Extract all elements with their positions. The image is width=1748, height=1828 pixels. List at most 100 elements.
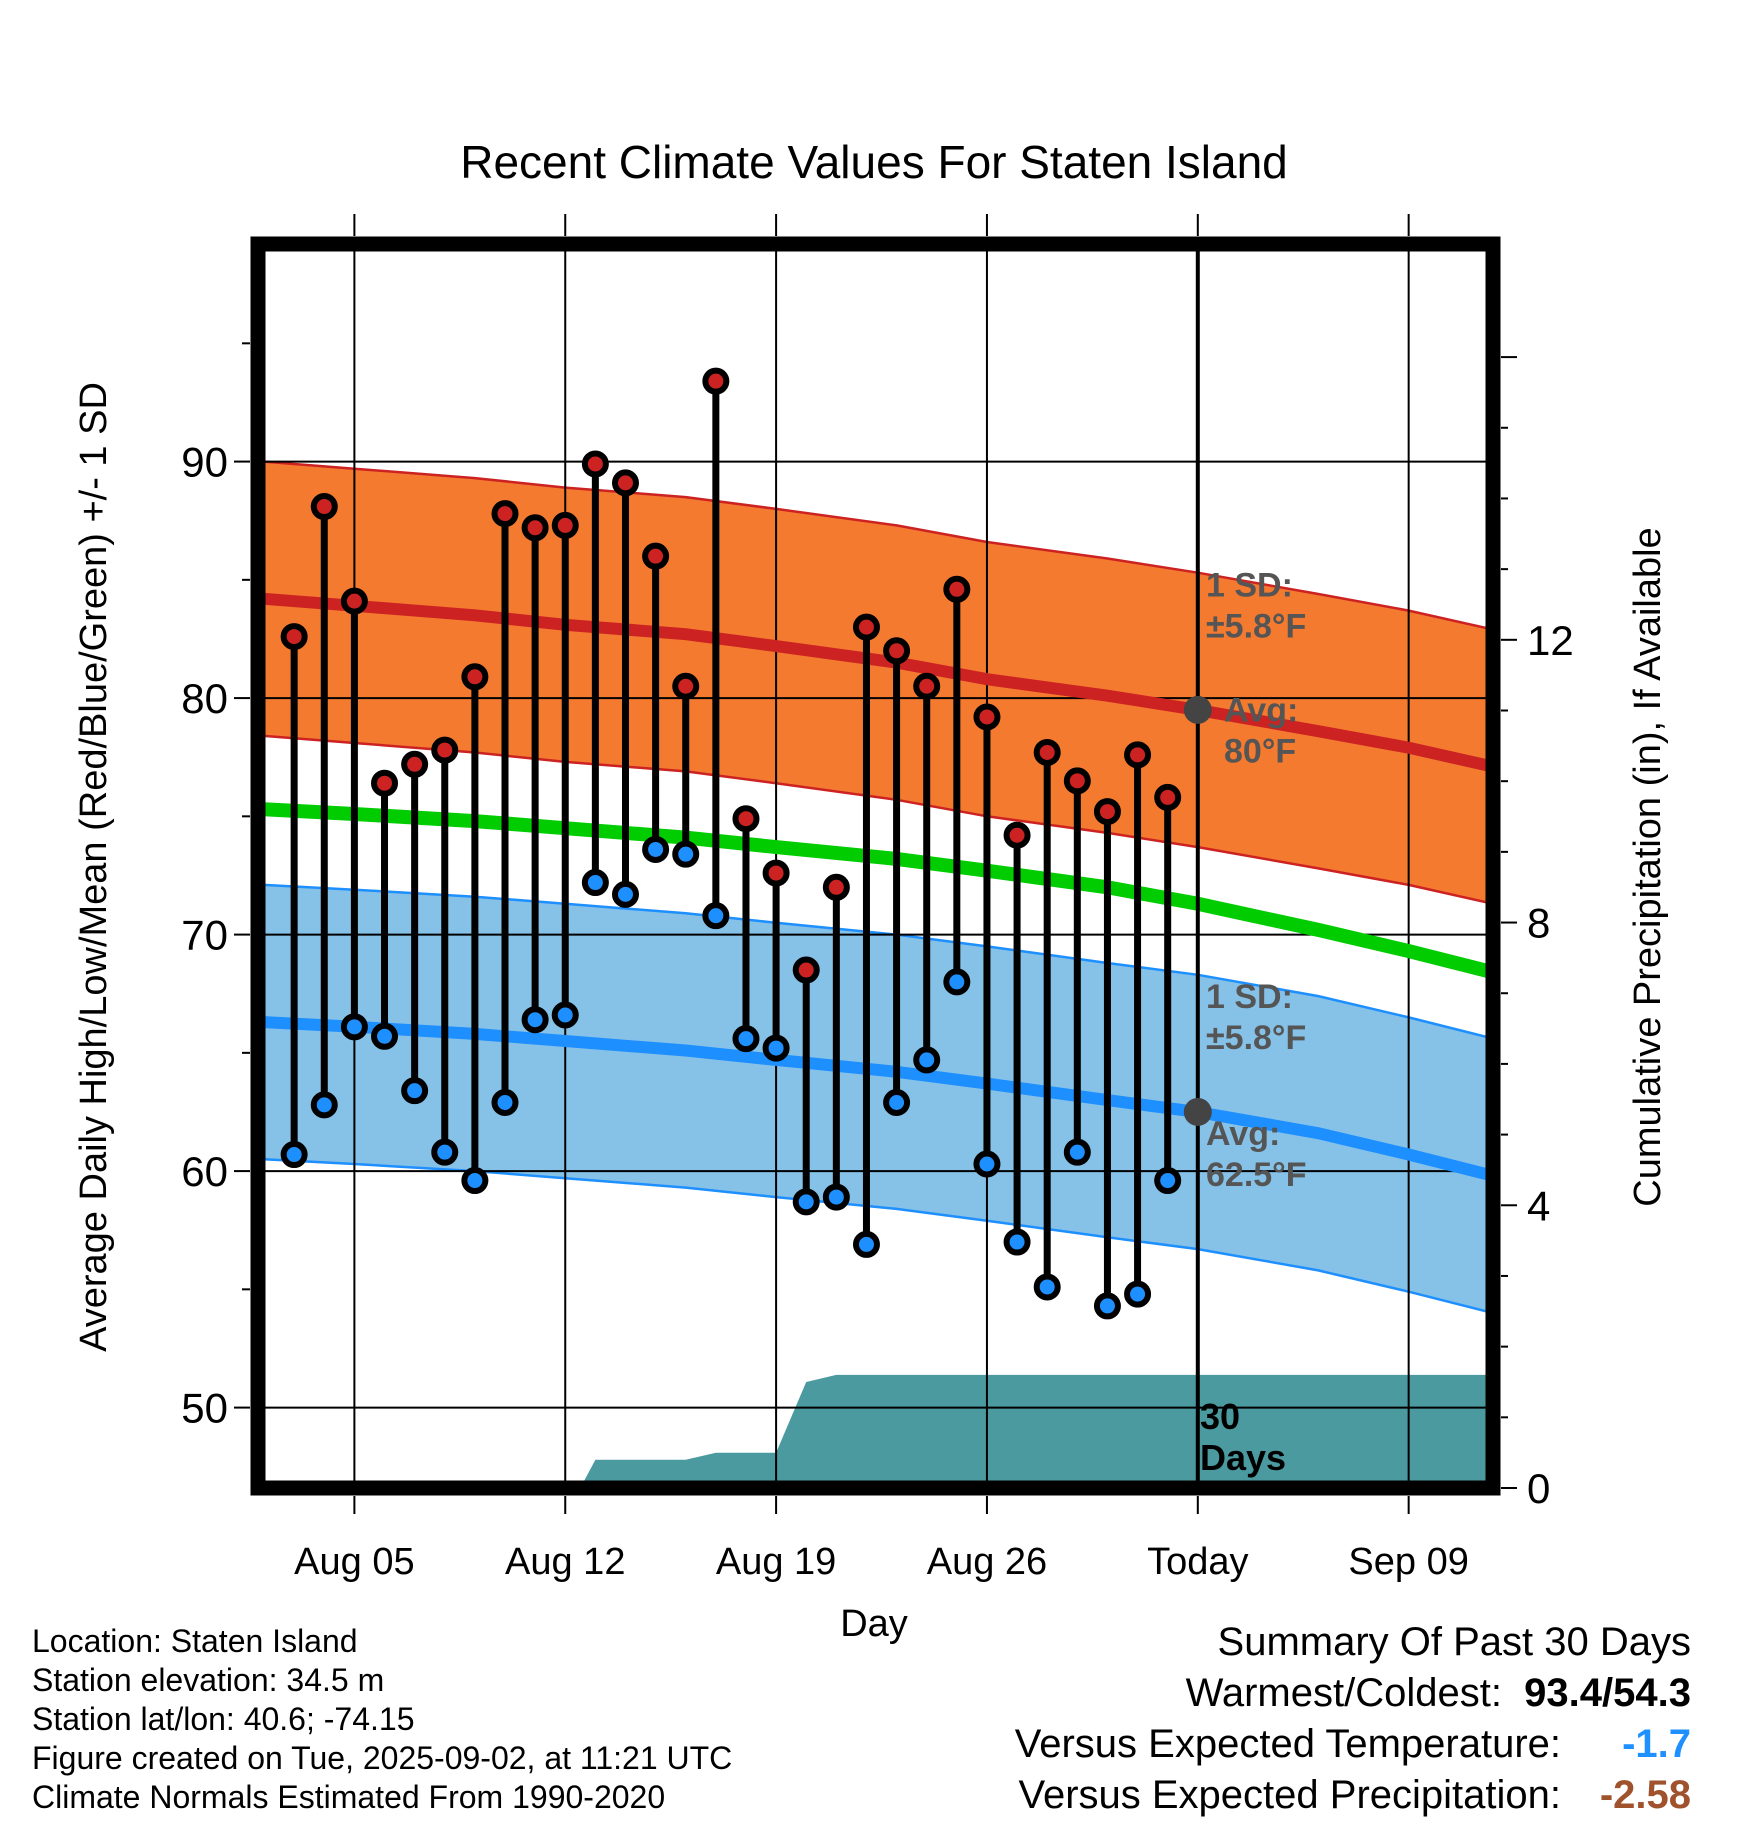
day-low-point [551, 1001, 579, 1029]
day-low-point [642, 835, 670, 863]
precip-value: -2.58 [1599, 1773, 1691, 1817]
low-avg-annotation-line: Avg: [1206, 1115, 1280, 1153]
x-tick-label: Aug 26 [927, 1541, 1047, 1583]
plot-frame [250, 236, 1501, 1496]
day-high-point [973, 703, 1001, 731]
temp-label: Versus Expected Temperature: [1014, 1722, 1561, 1766]
low-sd-annotation-line: ±5.8°F [1206, 1019, 1306, 1057]
y2-axis-label: Cumulative Precipitation (in), If Availa… [1627, 527, 1669, 1206]
x-tick-label: Aug 12 [505, 1541, 625, 1583]
day-high-point [762, 859, 790, 887]
station-info: Location: Staten Island Station elevatio… [32, 1622, 732, 1817]
day-high-point [491, 500, 519, 528]
day-low-point [1003, 1228, 1031, 1256]
day-low-point [431, 1138, 459, 1166]
day-high-point [883, 637, 911, 665]
day-high-point [310, 493, 338, 521]
today-high-avg-marker [1183, 695, 1212, 724]
day-low-point [1154, 1167, 1182, 1195]
day-low-point [702, 902, 730, 930]
high-sd-band [264, 461, 1493, 904]
day-high-point [431, 736, 459, 764]
day-low-point [280, 1141, 308, 1169]
day-low-point [1063, 1138, 1091, 1166]
low-sd-annotation-line: 1 SD: [1206, 978, 1293, 1016]
day-high-point [822, 873, 850, 901]
day-low-point [371, 1022, 399, 1050]
day-high-point [1033, 738, 1061, 766]
high-sd-annotation-line: ±5.8°F [1206, 607, 1306, 645]
day-high-point [1093, 798, 1121, 826]
days-annotation-line: 30 [1200, 1396, 1240, 1437]
y2-tick-label: 4 [1527, 1182, 1550, 1229]
y-tick-label: 50 [181, 1385, 228, 1432]
day-low-point [1124, 1280, 1152, 1308]
day-low-point [1033, 1273, 1061, 1301]
high-sd-annotation: 1 SD: ±5.8°F [1206, 566, 1306, 645]
high-upper-edge [263, 460, 1493, 631]
day-high-point [280, 623, 308, 651]
day-high-point [551, 511, 579, 539]
today-low-avg-marker [1183, 1097, 1212, 1126]
y2-tick-label: 8 [1527, 900, 1550, 947]
y-tick-label: 80 [181, 675, 228, 722]
day-low-point [732, 1025, 760, 1053]
temp-value: -1.7 [1622, 1722, 1691, 1766]
high-avg-annotation-line: 80°F [1224, 733, 1296, 771]
day-high-point [461, 663, 489, 691]
day-low-point [461, 1167, 489, 1195]
day-high-point [581, 450, 609, 478]
day-low-point [521, 1006, 549, 1034]
day-high-point [371, 769, 399, 797]
day-high-point [672, 672, 700, 700]
day-low-point [792, 1188, 820, 1216]
precip-label: Versus Expected Precipitation: [1018, 1773, 1561, 1817]
y-tick-label: 90 [181, 439, 228, 486]
y-tick-label: 70 [181, 912, 228, 959]
day-low-point [852, 1230, 880, 1258]
day-high-point [702, 367, 730, 395]
day-high-point [340, 587, 368, 615]
day-low-point [1093, 1292, 1121, 1320]
y-tick-label: 60 [181, 1148, 228, 1195]
precip-area [580, 1374, 1493, 1488]
day-low-point [973, 1150, 1001, 1178]
days-annotation-line: Days [1200, 1437, 1286, 1478]
low-avg-annotation-line: 62.5°F [1206, 1156, 1307, 1194]
day-low-point [883, 1089, 911, 1117]
elevation-text: Station elevation: 34.5 m [32, 1662, 385, 1698]
day-low-point [943, 968, 971, 996]
warm-cold-label: Warmest/Coldest: [1185, 1671, 1502, 1715]
day-low-point [491, 1089, 519, 1117]
day-high-point [1154, 783, 1182, 811]
day-low-point [310, 1091, 338, 1119]
day-high-point [792, 956, 820, 984]
x-tick-label: Sep 09 [1348, 1541, 1468, 1583]
y2-tick-label: 0 [1527, 1465, 1550, 1512]
day-low-point [340, 1013, 368, 1041]
y-axis-label: Average Daily High/Low/Mean (Red/Blue/Gr… [73, 382, 115, 1352]
day-high-point [521, 514, 549, 542]
day-high-point [943, 575, 971, 603]
day-high-point [732, 805, 760, 833]
day-high-point [611, 469, 639, 497]
warm-cold-value: 93.4/54.3 [1524, 1671, 1691, 1715]
high-avg-annotation: Avg: 80°F [1224, 692, 1298, 771]
day-high-point [642, 542, 670, 570]
summary-panel: Summary Of Past 30 Days Warmest/Coldest:… [1015, 1617, 1691, 1821]
day-low-point [822, 1183, 850, 1211]
high-sd-annotation-line: 1 SD: [1206, 566, 1293, 604]
latlon-text: Station lat/lon: 40.6; -74.15 [32, 1701, 415, 1737]
x-tick-label: Aug 05 [294, 1541, 414, 1583]
normals-text: Climate Normals Estimated From 1990-2020 [32, 1779, 666, 1815]
day-high-point [852, 613, 880, 641]
day-low-point [762, 1034, 790, 1062]
days-annotation: 30 Days [1200, 1396, 1286, 1478]
high-avg-annotation-line: Avg: [1224, 692, 1298, 730]
day-low-point [672, 840, 700, 868]
x-tick-label: Aug 19 [716, 1541, 836, 1583]
summary-heading: Summary Of Past 30 Days [1217, 1620, 1691, 1664]
day-low-point [401, 1077, 429, 1105]
